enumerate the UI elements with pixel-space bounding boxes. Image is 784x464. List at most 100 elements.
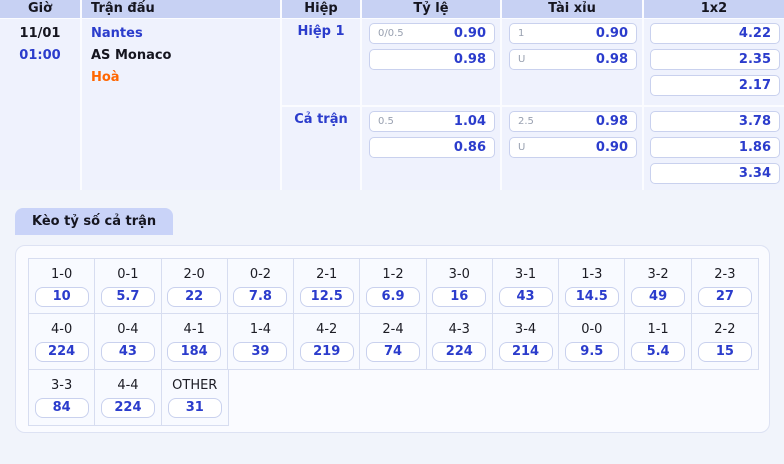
score-label: 0-0 (581, 322, 603, 337)
score-odds-button[interactable]: 43 (100, 342, 155, 362)
score-odds-button[interactable]: 184 (167, 342, 222, 362)
score-odds-button[interactable]: 14.5 (564, 287, 619, 307)
score-odds-button[interactable]: 219 (299, 342, 354, 362)
score-label: 2-0 (183, 267, 205, 282)
tab-correct-score-fulltime[interactable]: Kèo tỷ số cả trận (15, 208, 174, 235)
1x2-odds-box[interactable]: 3.34 (650, 163, 780, 184)
score-label: 4-3 (448, 322, 470, 337)
score-grid-row-3: 3-3 84 4-4 224 OTHER 31 (28, 370, 229, 426)
score-odds-button[interactable]: 224 (100, 398, 155, 418)
score-cell-0-0: 0-0 9.5 (559, 314, 626, 369)
fulltime-handicap-cell: 0.5 1.04 0.86 (360, 105, 500, 190)
section-fulltime-label-cell: Cả trận (280, 105, 360, 190)
over-under-odds-box[interactable]: 2.5 0.98 (509, 111, 637, 132)
score-odds-button[interactable]: 84 (34, 398, 89, 418)
1x2-odds-value: 1.86 (738, 140, 771, 155)
score-label: 0-2 (249, 267, 272, 282)
score-cell-1-3: 1-3 14.5 (559, 259, 626, 314)
handicap-odds-value: 0.86 (453, 140, 486, 155)
over-under-odds-value: 0.98 (595, 52, 628, 67)
score-cell-other: OTHER 31 (162, 370, 228, 425)
fulltime-over-under-cell: 2.5 0.98 U 0.90 (500, 105, 642, 190)
score-odds-button[interactable]: 224 (432, 342, 487, 362)
score-odds-button[interactable]: 16 (432, 287, 487, 307)
score-cell-4-1: 4-1 184 (162, 314, 228, 369)
score-odds-button[interactable]: 22 (167, 287, 222, 307)
score-cell-1-1: 1-1 5.4 (625, 314, 692, 369)
score-odds-button[interactable]: 27 (697, 287, 752, 307)
score-label: 1-1 (647, 322, 669, 337)
score-label: 4-2 (316, 322, 338, 337)
score-odds-button[interactable]: 7.8 (233, 287, 288, 307)
match-result-label: Hoà (91, 70, 120, 85)
1x2-odds-value: 4.22 (738, 26, 771, 41)
score-cell-2-4: 2-4 74 (360, 314, 427, 369)
1x2-odds-box[interactable]: 4.22 (650, 23, 780, 44)
handicap-odds-box[interactable]: 0.5 1.04 (369, 111, 495, 132)
home-team-name[interactable]: Nantes (91, 26, 143, 41)
score-label: 2-3 (714, 267, 736, 282)
over-under-line: U (518, 142, 526, 153)
header-time: Giờ (0, 0, 80, 19)
score-cell-0-2: 0-2 7.8 (227, 259, 295, 314)
over-under-odds-value: 0.98 (595, 114, 628, 129)
1x2-odds-box[interactable]: 1.86 (650, 137, 780, 158)
over-under-odds-box[interactable]: U 0.98 (509, 49, 637, 70)
score-odds-button[interactable]: 5.4 (631, 342, 686, 362)
score-odds-button[interactable]: 31 (167, 398, 222, 418)
match-date: 11/01 (19, 26, 61, 41)
1x2-odds-box[interactable]: 3.78 (650, 111, 780, 132)
score-label: 3-3 (51, 378, 73, 393)
half1-label: Hiệp 1 (297, 24, 345, 39)
score-cell-3-4: 3-4 214 (493, 314, 560, 369)
handicap-odds-box[interactable]: 0.98 (369, 49, 495, 70)
score-odds-button[interactable]: 10 (34, 287, 89, 307)
score-odds-button[interactable]: 9.5 (564, 342, 619, 362)
match-kickoff-time: 01:00 (19, 48, 61, 63)
over-under-odds-box[interactable]: U 0.90 (509, 137, 637, 158)
score-label: 3-1 (514, 267, 537, 282)
half1-handicap-cell: 0/0.5 0.90 0.98 (360, 19, 500, 105)
over-under-odds-box[interactable]: 1 0.90 (509, 23, 637, 44)
match-teams-cell: Nantes AS Monaco Hoà (80, 19, 280, 190)
handicap-line: 0/0.5 (378, 28, 404, 39)
score-label: 1-2 (382, 267, 404, 282)
score-cell-0-1: 0-1 5.7 (95, 259, 162, 314)
1x2-odds-value: 3.78 (738, 114, 771, 129)
score-odds-button[interactable]: 15 (697, 342, 752, 362)
score-odds-button[interactable]: 43 (498, 287, 553, 307)
score-odds-button[interactable]: 39 (233, 342, 288, 362)
score-odds-button[interactable]: 12.5 (299, 287, 354, 307)
score-grid-rows-1-2: 1-0 10 0-1 5.7 2-0 22 0-2 7.8 2-1 12.5 1-2 6.9 3-0 16… (28, 258, 759, 370)
score-cell-3-3: 3-3 84 (29, 370, 96, 425)
score-label: 4-1 (183, 322, 205, 337)
score-odds-button[interactable]: 224 (34, 342, 89, 362)
header-handicap: Tỷ lệ (360, 0, 500, 19)
score-label: 0-4 (117, 322, 139, 337)
half1-over-under-cell: 1 0.90 U 0.98 (500, 19, 642, 105)
1x2-odds-value: 3.34 (738, 166, 771, 181)
score-cell-1-2: 1-2 6.9 (360, 259, 427, 314)
header-half: Hiệp (280, 0, 360, 19)
section-half1-label-cell: Hiệp 1 (280, 19, 360, 105)
score-odds-button[interactable]: 49 (631, 287, 686, 307)
score-odds-button[interactable]: 6.9 (365, 287, 420, 307)
score-cell-2-1: 2-1 12.5 (294, 259, 361, 314)
score-cell-2-0: 2-0 22 (161, 259, 228, 314)
score-cell-3-1: 3-1 43 (492, 259, 560, 314)
header-over-under: Tài xỉu (500, 0, 642, 19)
score-odds-button[interactable]: 74 (365, 342, 420, 362)
fulltime-label: Cả trận (294, 112, 348, 127)
score-cell-0-4: 0-4 43 (95, 314, 162, 369)
1x2-odds-box[interactable]: 2.35 (650, 49, 780, 70)
1x2-odds-box[interactable]: 2.17 (650, 75, 780, 96)
score-odds-button[interactable]: 5.7 (100, 287, 155, 307)
header-match: Trận đấu (80, 0, 280, 19)
fulltime-1x2-cell: 3.78 1.86 3.34 (642, 105, 784, 190)
score-label: 3-2 (647, 267, 669, 282)
score-odds-button[interactable]: 214 (498, 342, 553, 362)
over-under-odds-value: 0.90 (595, 26, 628, 41)
1x2-odds-value: 2.35 (738, 52, 771, 67)
handicap-odds-box[interactable]: 0/0.5 0.90 (369, 23, 495, 44)
handicap-odds-box[interactable]: 0.86 (369, 137, 495, 158)
